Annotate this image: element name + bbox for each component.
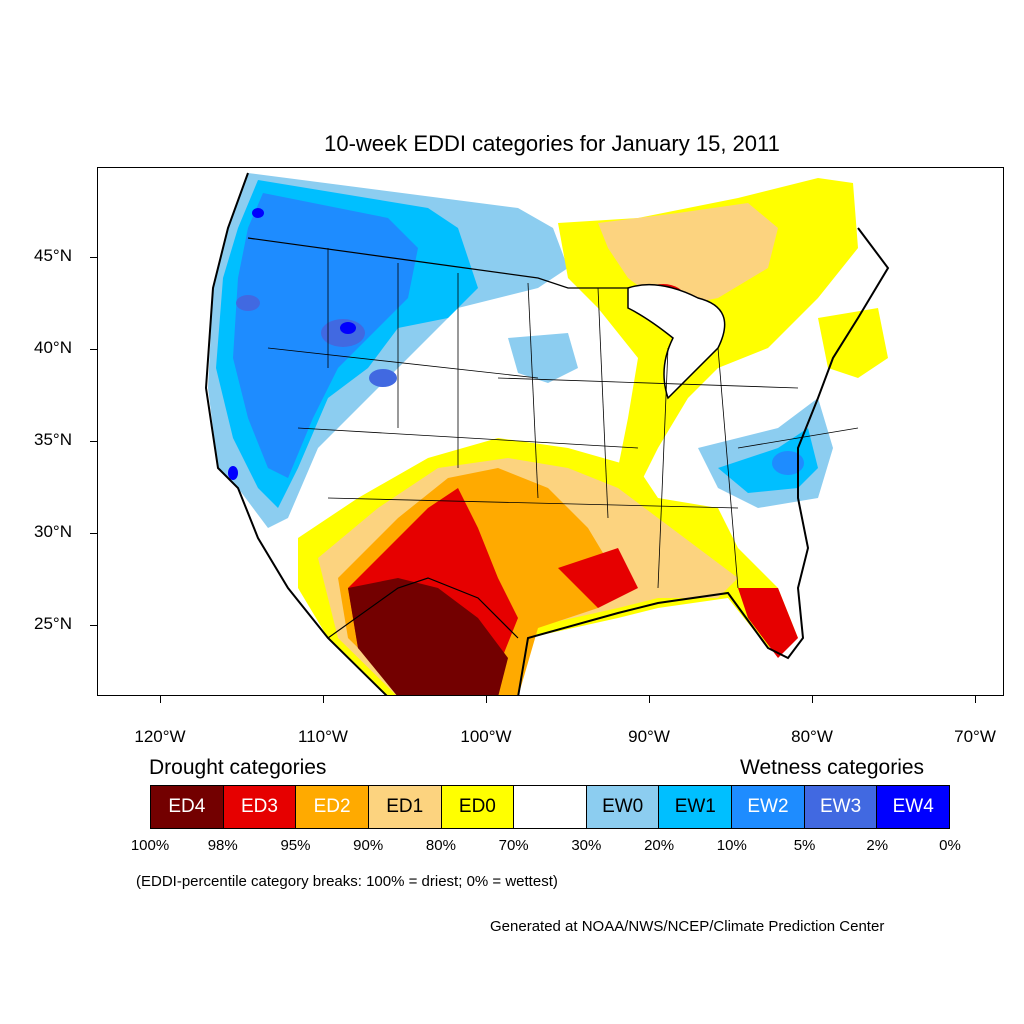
- ew4-idaho: [340, 322, 356, 334]
- legend-box: ED2: [296, 786, 369, 828]
- legend-box: EW2: [732, 786, 805, 828]
- wetness-heading: Wetness categories: [740, 756, 925, 779]
- map-panel: [97, 167, 1004, 696]
- legend-box: ED4: [151, 786, 224, 828]
- map-title: 10-week EDDI categories for January 15, …: [324, 131, 780, 156]
- legend-box: EW4: [877, 786, 950, 828]
- ew0-plains: [508, 333, 578, 383]
- y-tick-mark: [90, 257, 97, 258]
- y-tick-label: 35°N: [34, 430, 72, 449]
- y-tick-mark: [90, 625, 97, 626]
- ew1-southeast: [718, 428, 818, 493]
- legend-box: [514, 786, 587, 828]
- legend-break-label: 80%: [425, 837, 456, 854]
- x-tick-mark: [649, 696, 650, 703]
- x-tick-label: 110°W: [298, 727, 348, 746]
- y-tick-label: 25°N: [34, 614, 72, 633]
- legend-box: ED3: [223, 786, 297, 828]
- x-tick-label: 70°W: [954, 727, 996, 746]
- category-note: (EDDI-percentile category breaks: 100% =…: [136, 873, 558, 890]
- ed3-louisiana: [558, 548, 638, 608]
- legend-box: EW1: [659, 786, 733, 828]
- legend-box: ED1: [368, 786, 442, 828]
- legend-break-label: 100%: [130, 837, 170, 854]
- legend-break-label: 2%: [866, 837, 889, 854]
- drought-heading: Drought categories: [149, 756, 327, 779]
- state-borders: [267, 248, 859, 589]
- x-tick-mark: [160, 696, 161, 703]
- ed1-north: [598, 203, 778, 308]
- ew3-oregon: [236, 295, 260, 311]
- legend-box: ED0: [441, 786, 515, 828]
- y-tick-mark: [90, 533, 97, 534]
- ew2-southeast: [772, 451, 804, 475]
- y-tick-label: 40°N: [34, 338, 72, 357]
- ed4-southwest: [348, 578, 508, 695]
- eddi-map: [203, 172, 890, 695]
- y-tick-mark: [90, 349, 97, 350]
- x-tick-label: 100°W: [460, 727, 512, 746]
- legend-box: EW3: [804, 786, 878, 828]
- y-tick-label: 30°N: [34, 522, 72, 541]
- x-tick-label: 80°W: [791, 727, 833, 746]
- legend-break-label: 95%: [280, 837, 311, 854]
- legend-break-label: 70%: [498, 837, 529, 854]
- ew4-nevada: [228, 466, 238, 480]
- legend-break-label: 5%: [793, 837, 816, 854]
- legend-break-label: 0%: [939, 837, 961, 854]
- x-tick-label: 90°W: [628, 727, 670, 746]
- credit-text: Generated at NOAA/NWS/NCEP/Climate Predi…: [490, 918, 885, 935]
- legend-break-label: 90%: [353, 837, 384, 854]
- legend-break-label: 30%: [571, 837, 602, 854]
- y-tick-label: 45°N: [34, 246, 72, 265]
- legend-break-label: 10%: [716, 837, 747, 854]
- x-tick-mark: [323, 696, 324, 703]
- ew3-wyoming: [369, 369, 397, 387]
- x-tick-mark: [975, 696, 976, 703]
- ed0-northeast: [818, 308, 888, 378]
- y-tick-mark: [90, 441, 97, 442]
- x-tick-label: 120°W: [134, 727, 186, 746]
- ew4-washington: [252, 208, 264, 218]
- legend-break-label: 98%: [207, 837, 238, 854]
- x-tick-mark: [486, 696, 487, 703]
- mexico-border: [327, 577, 519, 639]
- great-lakes: [627, 283, 726, 400]
- ed3-florida: [738, 588, 798, 658]
- x-tick-mark: [812, 696, 813, 703]
- coastline: [204, 172, 388, 695]
- legend-break-label: 20%: [644, 837, 675, 854]
- legend-box: EW0: [586, 786, 660, 828]
- gulf-coast: [517, 227, 890, 695]
- legend-colorbar: ED4 ED3 ED2 ED1 ED0 EW0 EW1 EW2 EW3 EW4: [150, 785, 950, 829]
